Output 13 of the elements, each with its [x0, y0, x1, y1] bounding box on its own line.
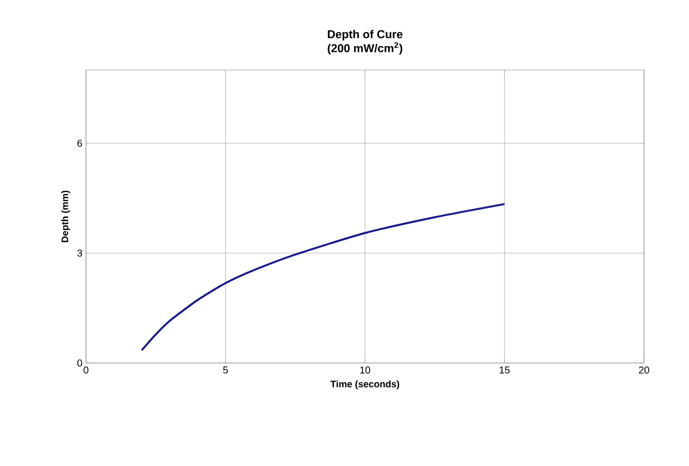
- chart-title: Depth of Cure: [328, 30, 402, 41]
- x-tick-label: 10: [360, 366, 370, 374]
- y-axis-title: Depth (mm): [61, 190, 70, 242]
- chart-subtitle: (200 mW/cm$^{2}$): [328, 42, 402, 54]
- x-tick-label: 5: [223, 366, 228, 374]
- y-tick-label: 0: [77, 359, 82, 367]
- x-tick-label: 20: [638, 366, 650, 374]
- x-tick-label: 0: [84, 366, 88, 374]
- line-series: [140, 203, 506, 352]
- x-axis-title: Time (seconds): [330, 380, 400, 390]
- x-tick-label: 15: [500, 366, 510, 374]
- y-tick-label: 6: [77, 140, 82, 147]
- y-tick-label: 3: [77, 250, 82, 257]
